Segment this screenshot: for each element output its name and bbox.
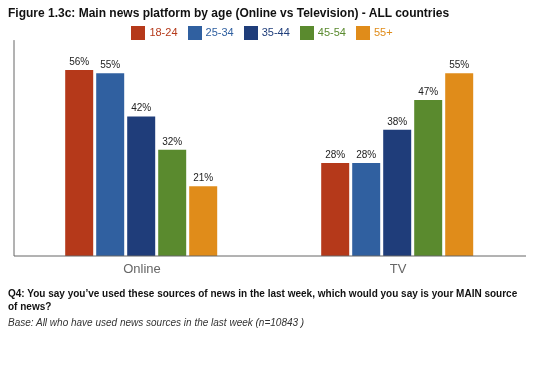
svg-text:56%: 56% (69, 56, 89, 67)
html-text:18-24: 18-24 (149, 26, 178, 38)
html-text:25-34: 25-34 (205, 26, 234, 38)
html-text:of news?: of news? (8, 300, 52, 312)
svg-text:28%: 28% (356, 149, 376, 160)
svg-text:55%: 55% (100, 59, 120, 70)
html-text:55+: 55+ (373, 26, 393, 38)
html-text:Base: All who have used news s: Base: All who have used news sources in … (8, 317, 305, 328)
svg-text:TV: TV (390, 261, 407, 276)
svg-text:55%: 55% (449, 59, 469, 70)
svg-text:42%: 42% (131, 102, 151, 113)
html-text:45-54: 45-54 (317, 26, 346, 38)
html-text:Figure 1.3c: Main news platfor: Figure 1.3c: Main news platform by age (… (8, 6, 450, 20)
svg-text:Online: Online (123, 261, 161, 276)
svg-text:38%: 38% (387, 116, 407, 127)
svg-text:21%: 21% (193, 172, 213, 183)
svg-text:28%: 28% (325, 149, 345, 160)
svg-text:47%: 47% (418, 86, 438, 97)
html-text:35-44: 35-44 (261, 26, 290, 38)
svg-text:32%: 32% (162, 136, 182, 147)
html-text:Q4: You say you’ve used these: Q4: You say you’ve used these sources of… (8, 288, 518, 299)
